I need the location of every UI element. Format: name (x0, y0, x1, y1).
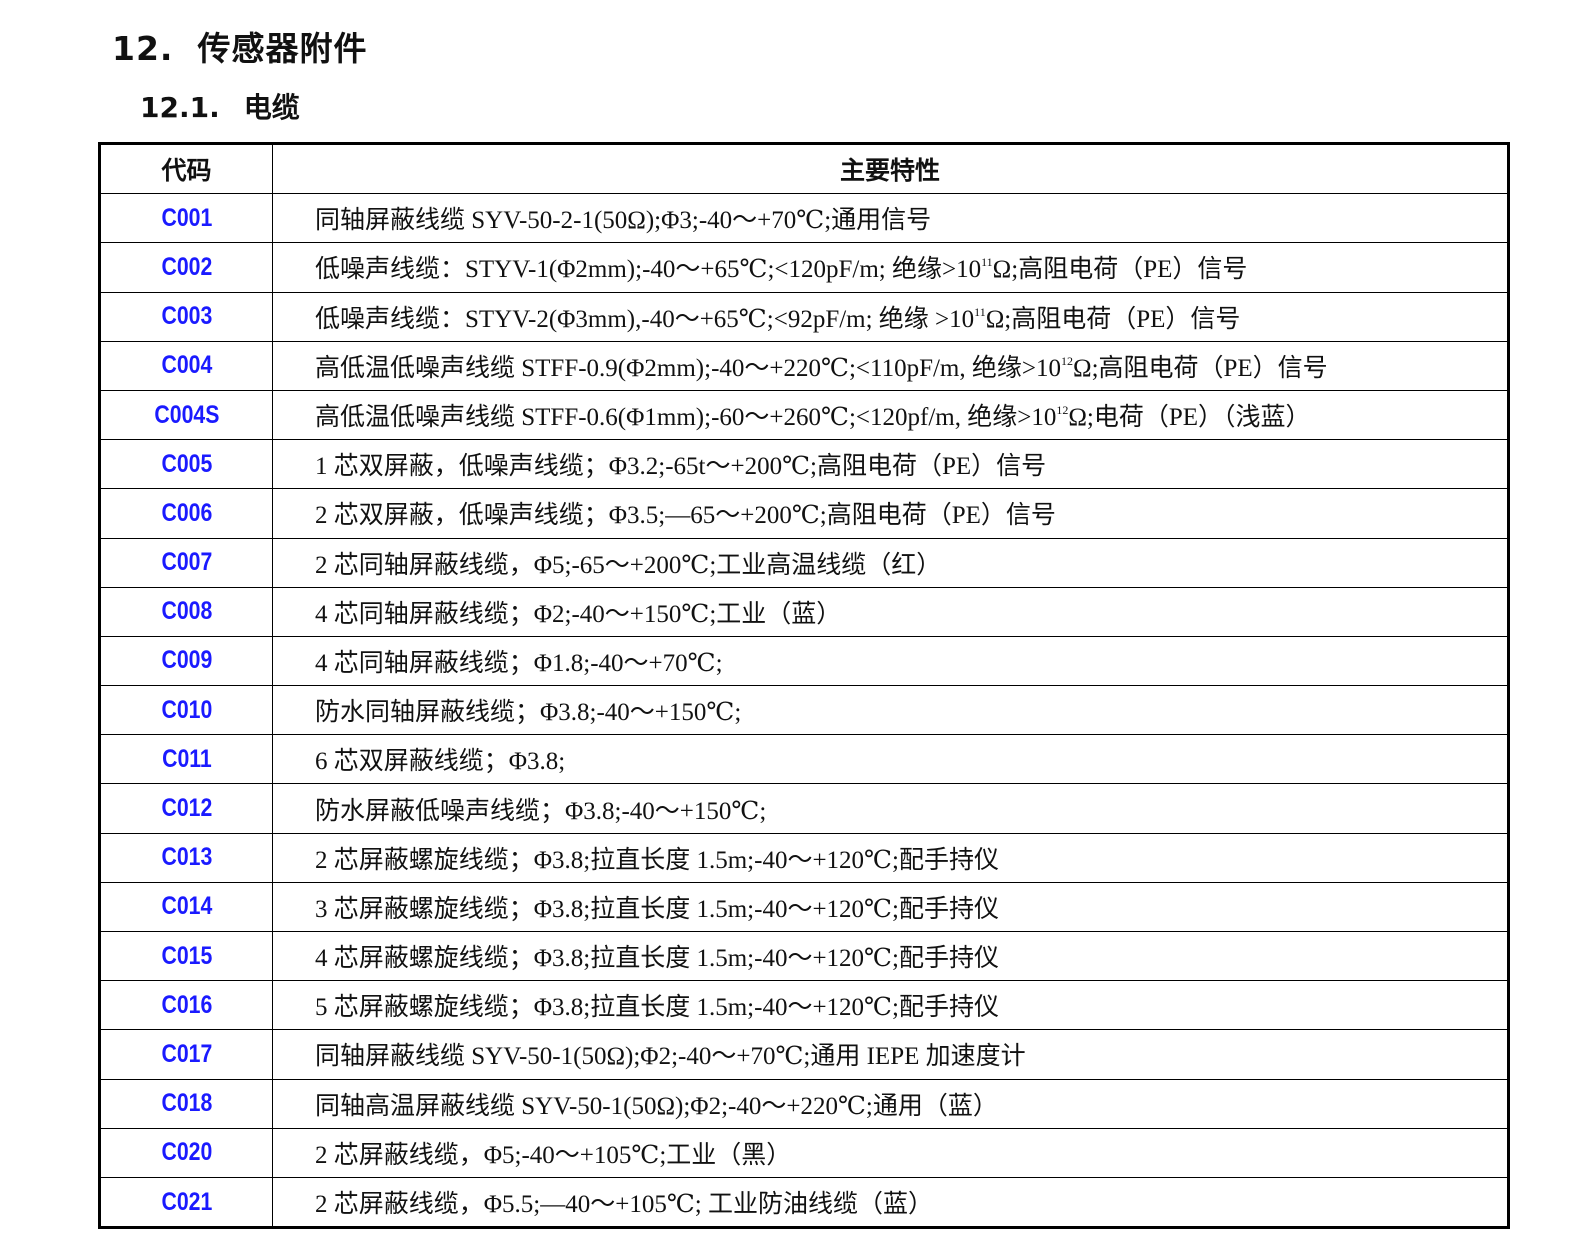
cable-code: C006 (112, 488, 260, 538)
exponent: 12 (1060, 353, 1073, 368)
table-row: C003 低噪声线缆：STYV-2(Φ3mm),-40～+65℃;<92pF/m;… (100, 291, 1509, 342)
table-row: C015 4 芯屏蔽螺旋线缆；Φ3.8;拉直长度 1.5m;-40～+120℃;配… (100, 930, 1509, 981)
cable-description: 低噪声线缆：STYV-1(Φ2mm);-40～+65℃;<120pF/m; 绝缘… (272, 242, 1509, 293)
table-row: C016 5 芯屏蔽螺旋线缆；Φ3.8;拉直长度 1.5m;-40～+120℃;配… (100, 980, 1509, 1030)
cable-description: 4 芯同轴屏蔽线缆；Φ2;-40～+150℃;工业（蓝） (272, 586, 1509, 637)
cable-description: 6 芯双屏蔽线缆；Φ3.8; (272, 734, 1509, 784)
cable-code: C012 (112, 783, 260, 834)
cable-code: C004S (112, 389, 260, 440)
table-header-row: 代码 主要特性 (99, 142, 1509, 194)
header-features: 主要特性 (272, 142, 1509, 194)
cable-code: C010 (112, 685, 260, 735)
cable-description: 防水屏蔽低噪声线缆；Φ3.8;-40～+150℃; (272, 783, 1509, 834)
cable-description: 同轴屏蔽线缆 SYV-50-2-1(50Ω);Φ3;-40～+70℃;通用信号 (272, 193, 1509, 243)
cable-code: C002 (112, 242, 260, 293)
cable-code: C011 (112, 734, 260, 784)
cable-description: 2 芯同轴屏蔽线缆，Φ5;-65～+200℃;工业高温线缆（红） (272, 537, 1509, 588)
table-row: C021 2 芯屏蔽线缆，Φ5.5;—40～+105℃; 工业防油线缆（蓝） (100, 1176, 1509, 1228)
cable-code: C017 (112, 1029, 260, 1080)
cable-description: 5 芯屏蔽螺旋线缆；Φ3.8;拉直长度 1.5m;-40～+120℃;配手持仪 (272, 980, 1509, 1030)
cable-description: 1 芯双屏蔽，低噪声线缆；Φ3.2;-65t～+200℃;高阻电荷（PE）信号 (272, 439, 1509, 489)
table-row: C007 2 芯同轴屏蔽线缆，Φ5;-65～+200℃;工业高温线缆（红） (100, 537, 1509, 588)
table-row: C001 同轴屏蔽线缆 SYV-50-2-1(50Ω);Φ3;-40～+70℃;通… (100, 193, 1509, 243)
cable-description: 2 芯屏蔽线缆，Φ5;-40～+105℃;工业（黑） (272, 1127, 1509, 1178)
cable-code: C015 (112, 930, 260, 981)
cable-code: C004 (112, 340, 260, 391)
cable-table: 代码 主要特性 C001 同轴屏蔽线缆 SYV-50-2-1(50Ω);Φ3;-4… (98, 142, 1510, 1230)
cable-code: C003 (112, 291, 260, 342)
cable-code: C009 (112, 635, 260, 686)
table-row: C010 防水同轴屏蔽线缆；Φ3.8;-40～+150℃; (100, 685, 1509, 735)
table-row: C012 防水屏蔽低噪声线缆；Φ3.8;-40～+150℃; (100, 783, 1509, 834)
cable-code: C016 (112, 980, 260, 1030)
table-row: C006 2 芯双屏蔽，低噪声线缆；Φ3.5;—65～+200℃;高阻电荷（PE）… (100, 488, 1509, 538)
cable-description: 4 芯同轴屏蔽线缆；Φ1.8;-40～+70℃; (272, 635, 1509, 686)
cable-code: C007 (112, 537, 260, 588)
header-code: 代码 (99, 142, 273, 194)
cable-description: 同轴屏蔽线缆 SYV-50-1(50Ω);Φ2;-40～+70℃;通用 IEPE… (272, 1029, 1509, 1080)
cable-description: 2 芯屏蔽螺旋线缆；Φ3.8;拉直长度 1.5m;-40～+120℃;配手持仪 (272, 832, 1509, 883)
cable-code: C014 (112, 881, 260, 932)
table-row: C002 低噪声线缆：STYV-1(Φ2mm);-40～+65℃;<120pF/m… (100, 242, 1509, 293)
cable-description: 3 芯屏蔽螺旋线缆；Φ3.8;拉直长度 1.5m;-40～+120℃;配手持仪 (272, 881, 1509, 932)
exponent: 11 (974, 304, 986, 319)
cable-description: 2 芯屏蔽线缆，Φ5.5;—40～+105℃; 工业防油线缆（蓝） (272, 1176, 1509, 1228)
cable-description: 防水同轴屏蔽线缆；Φ3.8;-40～+150℃; (272, 685, 1509, 735)
cable-description: 低噪声线缆：STYV-2(Φ3mm),-40～+65℃;<92pF/m; 绝缘 … (272, 291, 1509, 342)
table-row: C009 4 芯同轴屏蔽线缆；Φ1.8;-40～+70℃; (100, 635, 1509, 686)
table-row: C008 4 芯同轴屏蔽线缆；Φ2;-40～+150℃;工业（蓝） (100, 586, 1509, 637)
table-row: C005 1 芯双屏蔽，低噪声线缆；Φ3.2;-65t～+200℃;高阻电荷（PE… (100, 439, 1509, 489)
cable-description: 高低温低噪声线缆 STFF-0.6(Φ1mm);-60～+260℃;<120pf… (272, 389, 1509, 440)
cable-code: C005 (112, 439, 260, 489)
exponent: 11 (981, 255, 993, 270)
cable-description: 同轴高温屏蔽线缆 SYV-50-1(50Ω);Φ2;-40～+220℃;通用（蓝… (272, 1078, 1509, 1129)
cable-code: C001 (112, 193, 260, 243)
cable-code: C008 (112, 586, 260, 637)
table-row: C004 高低温低噪声线缆 STFF-0.9(Φ2mm);-40～+220℃;<1… (100, 340, 1509, 391)
table-row: C004S 高低温低噪声线缆 STFF-0.6(Φ1mm);-60～+260℃;<… (100, 389, 1509, 440)
section-heading: 12. 传感器附件 (112, 29, 368, 68)
cable-code: C018 (112, 1078, 260, 1129)
cable-code: C013 (112, 832, 260, 883)
table-row: C018 同轴高温屏蔽线缆 SYV-50-1(50Ω);Φ2;-40～+220℃;… (100, 1078, 1509, 1129)
cable-description: 2 芯双屏蔽，低噪声线缆；Φ3.5;—65～+200℃;高阻电荷（PE）信号 (272, 488, 1509, 538)
cable-description: 高低温低噪声线缆 STFF-0.9(Φ2mm);-40～+220℃;<110pF… (272, 340, 1509, 391)
exponent: 12 (1056, 403, 1069, 418)
table-row: C020 2 芯屏蔽线缆，Φ5;-40～+105℃;工业（黑） (100, 1127, 1509, 1178)
cable-code: C020 (112, 1127, 260, 1178)
table-row: C013 2 芯屏蔽螺旋线缆；Φ3.8;拉直长度 1.5m;-40～+120℃;配… (100, 832, 1509, 883)
cable-code: C021 (112, 1176, 260, 1228)
table-row: C014 3 芯屏蔽螺旋线缆；Φ3.8;拉直长度 1.5m;-40～+120℃;配… (100, 881, 1509, 932)
table-row: C017 同轴屏蔽线缆 SYV-50-1(50Ω);Φ2;-40～+70℃;通用 … (100, 1029, 1509, 1080)
table-row: C011 6 芯双屏蔽线缆；Φ3.8; (100, 734, 1509, 784)
cable-description: 4 芯屏蔽螺旋线缆；Φ3.8;拉直长度 1.5m;-40～+120℃;配手持仪 (272, 930, 1509, 981)
subsection-heading: 12.1. 电缆 (140, 91, 300, 124)
